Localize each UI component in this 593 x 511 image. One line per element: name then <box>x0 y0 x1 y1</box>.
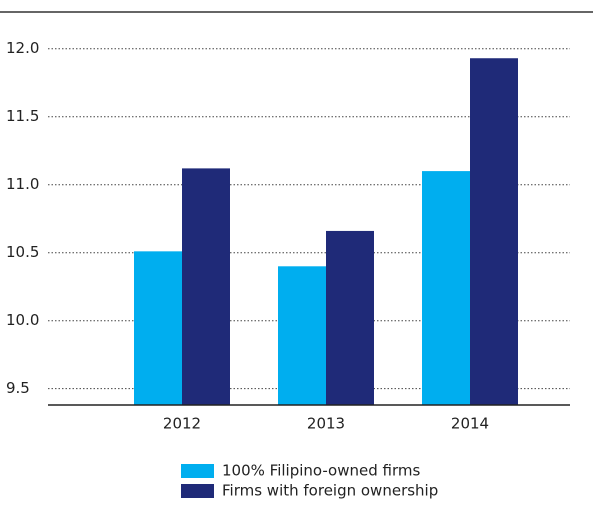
legend-swatch <box>181 464 214 478</box>
y-tick-label: 11.5 <box>6 107 39 125</box>
legend-label: 100% Filipino-owned firms <box>222 462 420 480</box>
x-tick-label: 2013 <box>307 415 345 433</box>
y-tick-label: 9.5 <box>6 379 30 397</box>
x-tick-label: 2014 <box>451 415 489 433</box>
bar <box>134 251 182 405</box>
legend-swatch <box>181 484 214 498</box>
bar <box>182 168 230 405</box>
bar <box>326 230 374 405</box>
legend-label: Firms with foreign ownership <box>222 482 438 500</box>
y-tick-label: 10.5 <box>6 243 39 261</box>
bar <box>422 171 470 405</box>
bar <box>278 266 326 405</box>
x-tick-label: 2012 <box>163 415 201 433</box>
y-tick-label: 11.0 <box>6 175 39 193</box>
bar <box>470 58 518 406</box>
y-tick-label: 10.0 <box>6 311 39 329</box>
y-tick-label: 12.0 <box>6 39 39 57</box>
